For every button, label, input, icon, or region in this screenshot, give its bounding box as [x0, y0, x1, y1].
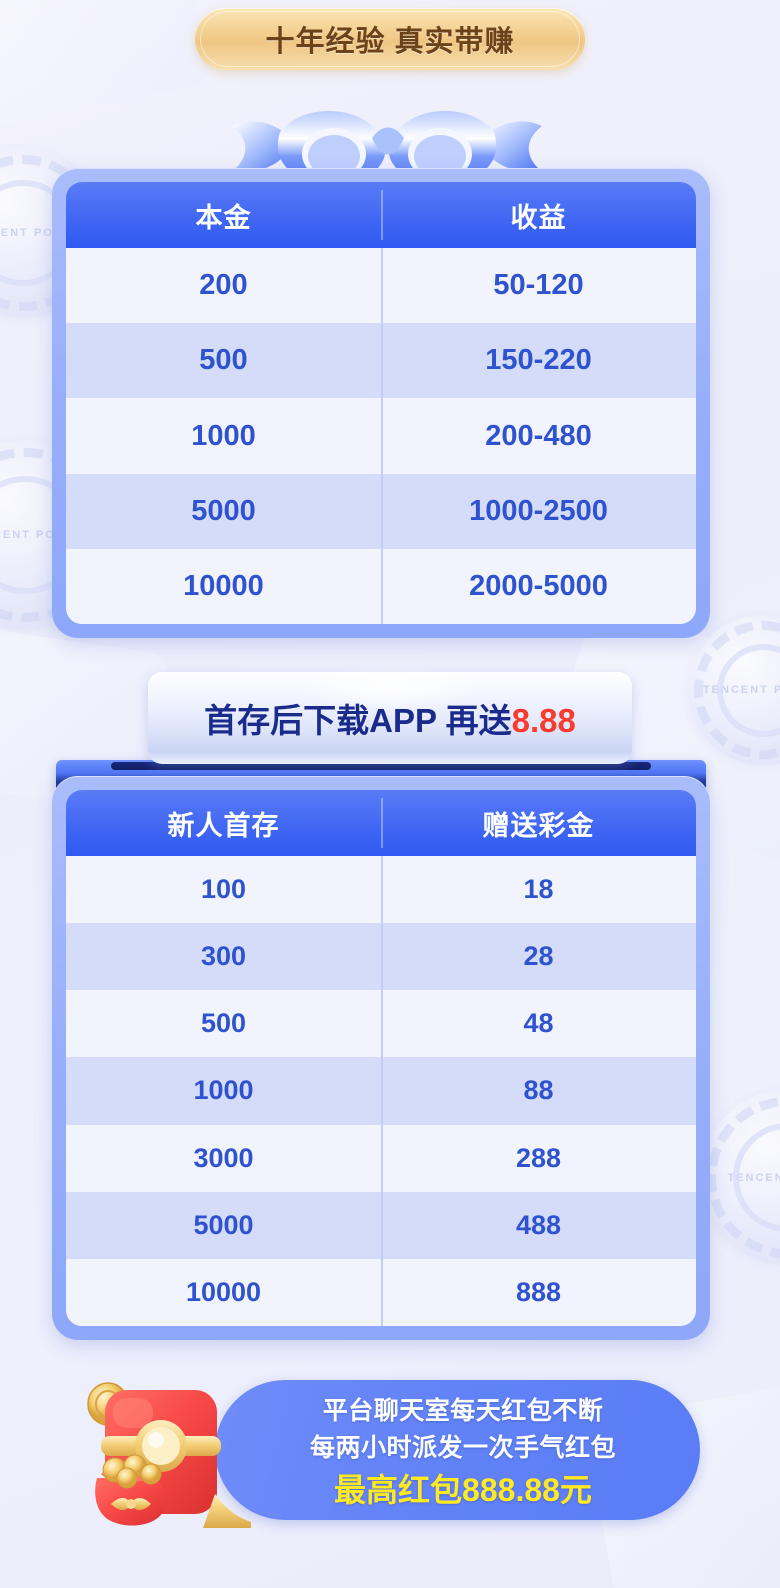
row-divider	[381, 473, 383, 549]
table-row: 10000 888	[66, 1258, 696, 1326]
banner-line-3-highlight: 最高红包888.88元	[334, 1472, 592, 1508]
table-row: 1000 88	[66, 1057, 696, 1125]
red-packet-banner-text: 平台聊天室每天红包不断 每两小时派发一次手气红包 最高红包888.88元	[263, 1388, 663, 1514]
cell-profit: 1000-2500	[469, 494, 608, 527]
row-divider	[381, 1258, 383, 1326]
cell-deposit: 10000	[185, 1276, 262, 1307]
cell-bonus: 488	[515, 1209, 562, 1240]
app-bonus-ribbon: 首存后下载APP 再送8.88	[148, 666, 632, 764]
earnings-table-inner: 本金 收益 200 50-120 500 150-220 1000 200-48…	[66, 182, 696, 624]
header-divider	[381, 189, 383, 241]
table-row: 3000 288	[66, 1124, 696, 1192]
cell-deposit: 300	[200, 941, 247, 972]
cell-principal: 5000	[191, 494, 256, 527]
cell-principal: 10000	[183, 569, 264, 602]
deposit-table-header-deposit: 新人首存	[167, 810, 280, 841]
earnings-table-header-profit: 收益	[510, 202, 567, 233]
chip-label: TENCENT POKER	[727, 1171, 780, 1184]
table-row: 100 18	[66, 856, 696, 924]
banner-line-1: 平台聊天室每天红包不断	[322, 1397, 604, 1425]
cell-principal: 1000	[191, 419, 256, 452]
header-divider	[381, 797, 383, 849]
row-divider	[381, 923, 383, 991]
chip-label: TENCENT POKER	[702, 684, 780, 696]
ribbon-text: 首存后下载APP 再送8.88	[204, 694, 576, 742]
cell-deposit: 1000	[193, 1075, 254, 1106]
red-packet-banner: 平台聊天室每天红包不断 每两小时派发一次手气红包 最高红包888.88元	[75, 1374, 700, 1528]
cell-bonus: 288	[515, 1142, 562, 1173]
table-row: 5000 488	[66, 1191, 696, 1259]
cell-bonus: 888	[515, 1276, 562, 1307]
deposit-bonus-table-inner: 新人首存 赠送彩金 100 18 300 28 500 48 1000	[66, 790, 696, 1326]
header-banner-text: 十年经验 真实带赚	[265, 26, 515, 58]
table-row: 5000 1000-2500	[66, 473, 696, 549]
cell-deposit: 500	[200, 1008, 247, 1039]
deposit-bonus-table: 新人首存 赠送彩金 100 18 300 28 500 48 1000	[66, 790, 696, 1326]
earnings-table: 本金 收益 200 50-120 500 150-220 1000 200-48…	[66, 182, 696, 624]
header-banner: 十年经验 真实带赚	[195, 8, 585, 70]
cell-bonus: 18	[523, 874, 554, 905]
table-row: 300 28	[66, 923, 696, 991]
cell-deposit: 100	[200, 874, 247, 905]
cell-principal: 200	[199, 269, 248, 302]
row-divider	[381, 990, 383, 1058]
table-row: 10000 2000-5000	[66, 548, 696, 624]
cell-principal: 500	[199, 344, 248, 377]
row-divider	[381, 323, 383, 399]
cell-profit: 200-480	[485, 419, 592, 452]
gift-ribbon-bow-icon	[222, 98, 552, 193]
deposit-table-header-bonus: 赠送彩金	[482, 810, 595, 841]
cell-profit: 150-220	[485, 344, 592, 377]
cell-profit: 50-120	[493, 269, 584, 302]
cell-bonus: 28	[523, 941, 554, 972]
cell-profit: 2000-5000	[469, 569, 608, 602]
row-divider	[381, 856, 383, 924]
cell-deposit: 3000	[193, 1142, 254, 1173]
ribbon-text-prefix: 首存后下载APP 再送	[204, 702, 512, 739]
poker-chip-watermark: TENCENT POKER	[700, 1090, 780, 1265]
row-divider	[381, 248, 383, 324]
table-row: 500 48	[66, 990, 696, 1058]
earnings-table-header-principal: 本金	[195, 202, 252, 233]
cell-deposit: 5000	[193, 1209, 254, 1240]
row-divider	[381, 398, 383, 474]
red-packet-icon	[75, 1374, 260, 1528]
bg-blob	[0, 0, 213, 136]
table-row: 200 50-120	[66, 248, 696, 324]
row-divider	[381, 1057, 383, 1125]
row-divider	[381, 1124, 383, 1192]
deposit-bonus-table-card: 新人首存 赠送彩金 100 18 300 28 500 48 1000	[52, 776, 710, 1340]
banner-line-2: 每两小时派发一次手气红包	[309, 1434, 616, 1462]
ribbon-amount: 8.88	[511, 702, 576, 739]
table-row: 500 150-220	[66, 323, 696, 399]
earnings-table-card: 本金 收益 200 50-120 500 150-220 1000 200-48…	[52, 168, 710, 638]
earnings-table-header-row: 本金 收益	[66, 182, 696, 248]
row-divider	[381, 1191, 383, 1259]
row-divider	[381, 548, 383, 624]
cell-bonus: 88	[523, 1075, 554, 1106]
deposit-table-header-row: 新人首存 赠送彩金	[66, 790, 696, 856]
table-row: 1000 200-480	[66, 398, 696, 474]
cell-bonus: 48	[523, 1008, 554, 1039]
red-packet-banner-pill	[215, 1380, 700, 1520]
